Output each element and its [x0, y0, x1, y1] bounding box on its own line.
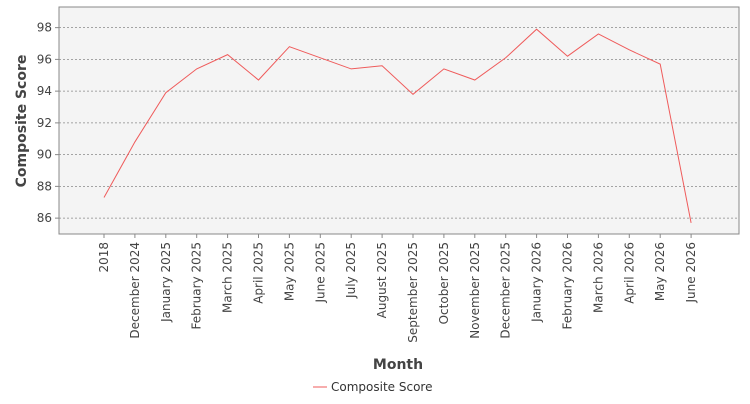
x-tick-label: December 2024	[128, 242, 142, 339]
x-tick-label: April 2026	[622, 242, 636, 304]
x-tick-label: June 2025	[313, 242, 327, 304]
y-tick-label: 90	[37, 148, 52, 162]
x-tick-label: July 2025	[344, 242, 358, 299]
x-tick-label: March 2026	[591, 242, 605, 313]
x-axis: 2018 December 2024 January 2025 February 20…	[97, 234, 698, 343]
y-tick-label: 92	[37, 116, 52, 130]
series-layer	[103, 28, 693, 224]
grid-lines	[59, 27, 739, 219]
series-line	[103, 28, 692, 223]
y-tick-label: 86	[37, 211, 52, 225]
legend-label: Composite Score	[331, 380, 432, 394]
y-tick-label: 94	[37, 84, 52, 98]
data-point	[628, 48, 631, 51]
x-tick-label: May 2026	[653, 242, 667, 301]
x-tick-label: February 2025	[190, 242, 204, 330]
data-point	[288, 45, 291, 48]
x-tick-label: June 2026	[684, 242, 698, 304]
data-point	[473, 79, 476, 82]
data-point	[504, 56, 507, 59]
data-point	[381, 64, 384, 67]
x-tick-label: October 2025	[437, 242, 451, 324]
x-tick-label: August 2025	[375, 242, 389, 318]
data-point	[257, 79, 260, 82]
data-point	[164, 91, 167, 94]
x-tick-label: September 2025	[406, 242, 420, 343]
y-tick-label: 98	[37, 21, 52, 35]
x-tick-label: December 2025	[499, 242, 513, 339]
x-axis-title: Month	[373, 357, 423, 373]
data-point	[442, 67, 445, 70]
data-point	[103, 196, 106, 199]
x-tick-label: 2018	[97, 242, 111, 273]
data-point	[133, 140, 136, 143]
plot-area	[58, 6, 740, 235]
x-tick-label: May 2025	[282, 242, 296, 301]
data-point	[226, 53, 229, 56]
data-point	[319, 56, 322, 59]
y-tick-label: 88	[37, 179, 52, 193]
x-tick-label: January 2025	[159, 242, 173, 323]
data-point	[566, 55, 569, 58]
y-axis-title: Composite Score	[14, 55, 30, 188]
data-point	[350, 67, 353, 70]
data-point	[690, 221, 693, 224]
x-tick-label: January 2026	[530, 242, 544, 323]
x-tick-label: February 2026	[561, 242, 575, 330]
data-point	[195, 67, 198, 70]
x-tick-label: November 2025	[468, 242, 482, 339]
data-point	[597, 32, 600, 35]
x-tick-label: April 2025	[252, 242, 266, 304]
y-axis: 86 88 90 92 94 96 98	[37, 21, 59, 225]
data-point	[659, 63, 662, 66]
data-point	[535, 28, 538, 31]
data-point	[412, 93, 415, 96]
x-tick-label: March 2025	[221, 242, 235, 313]
y-tick-label: 96	[37, 52, 52, 66]
legend: Composite Score	[313, 380, 432, 394]
